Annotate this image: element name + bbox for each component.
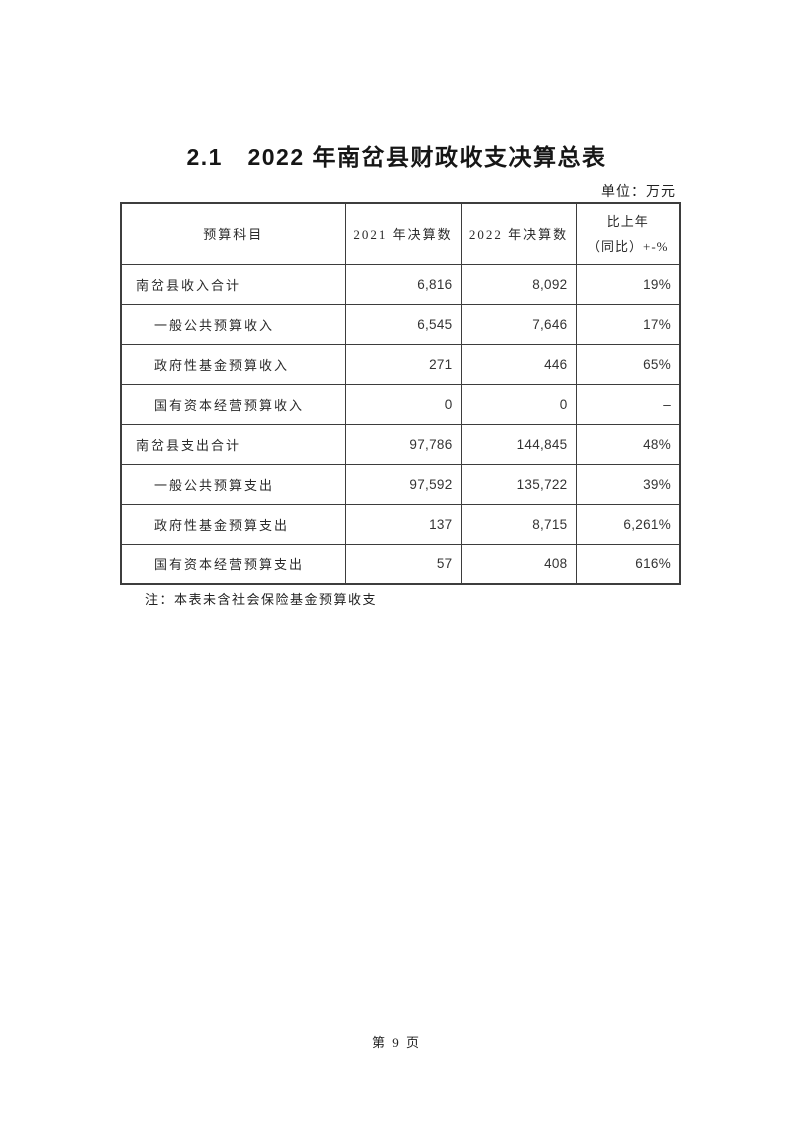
value-2021: 271 (344, 343, 462, 385)
unit-label: 单位：万元 (601, 185, 676, 200)
value-yoy: 17% (575, 303, 681, 345)
value-2022: 8,715 (460, 503, 577, 545)
table-row: 南岔县支出合计 97,786 144,845 48% (120, 423, 681, 465)
table-header: 预算科目 2021 年决算数 2022 年决算数 比上年 （同比）+-% (120, 202, 681, 265)
value-yoy: 48% (575, 423, 681, 465)
page-number: 第 9 页 (371, 1035, 421, 1050)
budget-table: 预算科目 2021 年决算数 2022 年决算数 比上年 （同比）+-% 南岔县… (120, 202, 681, 585)
table-row: 国有资本经营预算支出 57 408 616% (120, 543, 681, 585)
row-label: 国有资本经营预算支出 (120, 543, 346, 585)
table-row: 国有资本经营预算收入 0 0 – (120, 383, 681, 425)
table-body: 南岔县收入合计 6,816 8,092 19% 一般公共预算收入 6,545 7… (120, 263, 681, 585)
value-2022: 446 (460, 343, 577, 385)
table-row: 南岔县收入合计 6,816 8,092 19% (120, 263, 681, 305)
value-2022: 144,845 (460, 423, 577, 465)
value-2022: 7,646 (460, 303, 577, 345)
table-row: 政府性基金预算支出 137 8,715 6,261% (120, 503, 681, 545)
value-yoy: 65% (575, 343, 681, 385)
value-2021: 137 (344, 503, 462, 545)
value-yoy: 19% (575, 263, 681, 305)
page-title: 2.1 2022 年南岔县财政收支决算总表 (186, 144, 607, 170)
value-2022: 408 (460, 543, 577, 585)
table-row: 一般公共预算收入 6,545 7,646 17% (120, 303, 681, 345)
value-yoy: – (575, 383, 681, 425)
value-2022: 135,722 (460, 463, 577, 505)
value-2022: 8,092 (460, 263, 577, 305)
col-header-yoy: 比上年 （同比）+-% (575, 202, 681, 265)
col-header-yoy-line1: 比上年 (606, 213, 649, 229)
col-header-2022: 2022 年决算数 (460, 202, 577, 265)
value-yoy: 6,261% (575, 503, 681, 545)
value-2021: 57 (344, 543, 462, 585)
value-2022: 0 (460, 383, 577, 425)
table-note: 注：本表未含社会保险基金预算收支 (145, 592, 378, 607)
table-row: 一般公共预算支出 97,592 135,722 39% (120, 463, 681, 505)
value-yoy: 616% (575, 543, 681, 585)
table-row: 政府性基金预算收入 271 446 65% (120, 343, 681, 385)
row-label: 国有资本经营预算收入 (120, 383, 346, 425)
row-label: 政府性基金预算支出 (120, 503, 346, 545)
row-label: 一般公共预算收入 (120, 303, 346, 345)
row-label: 南岔县收入合计 (120, 263, 346, 305)
value-2021: 6,545 (344, 303, 462, 345)
row-label: 南岔县支出合计 (120, 423, 346, 465)
col-header-yoy-line2: （同比）+-% (587, 238, 669, 254)
value-2021: 97,786 (344, 423, 462, 465)
value-2021: 6,816 (344, 263, 462, 305)
row-label: 政府性基金预算收入 (120, 343, 346, 385)
value-yoy: 39% (575, 463, 681, 505)
value-2021: 97,592 (344, 463, 462, 505)
row-label: 一般公共预算支出 (120, 463, 346, 505)
col-header-2021: 2021 年决算数 (344, 202, 462, 265)
header-row: 预算科目 2021 年决算数 2022 年决算数 比上年 （同比）+-% (120, 202, 681, 265)
col-header-subject: 预算科目 (120, 202, 346, 265)
value-2021: 0 (344, 383, 462, 425)
